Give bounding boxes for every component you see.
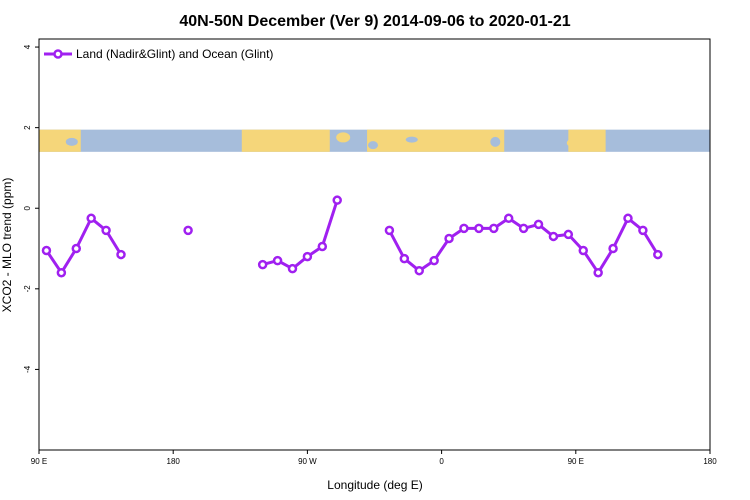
data-point bbox=[444, 233, 454, 244]
map-detail bbox=[368, 141, 379, 150]
map-land bbox=[568, 129, 606, 152]
legend-label: Land (Nadir&Glint) and Ocean (Glint) bbox=[76, 47, 273, 61]
data-point bbox=[86, 213, 96, 224]
y-axis-label: XCO2 - MLO trend (ppm) bbox=[0, 178, 14, 313]
series-layer bbox=[41, 195, 663, 278]
y-axis: 4 2 0 -2 -4 bbox=[23, 44, 39, 373]
map-detail bbox=[405, 136, 418, 143]
plot-frame bbox=[38, 38, 711, 451]
data-point bbox=[429, 255, 439, 266]
map-land bbox=[367, 129, 505, 152]
data-point bbox=[459, 223, 469, 234]
data-point bbox=[257, 259, 268, 270]
map-detail bbox=[566, 138, 579, 147]
x-tick-label: 90 E bbox=[568, 457, 584, 466]
data-point bbox=[332, 195, 342, 205]
data-point bbox=[653, 249, 663, 260]
data-point bbox=[272, 255, 283, 266]
data-point bbox=[317, 241, 328, 252]
x-tick-label: 90 E bbox=[31, 457, 47, 466]
data-point bbox=[638, 225, 648, 236]
data-point bbox=[489, 223, 499, 234]
x-tick-label: 0 bbox=[439, 457, 444, 466]
data-point bbox=[578, 245, 589, 256]
map-detail bbox=[490, 136, 501, 147]
y-tick-label: 2 bbox=[23, 125, 32, 130]
data-point bbox=[71, 243, 82, 254]
y-tick-label: 4 bbox=[23, 44, 32, 49]
x-tick-label: 180 bbox=[167, 457, 181, 466]
data-point bbox=[518, 223, 529, 234]
data-point bbox=[503, 213, 514, 224]
data-point bbox=[474, 223, 484, 234]
y-tick-label: -2 bbox=[23, 285, 32, 293]
x-tick-label: 90 W bbox=[298, 457, 317, 466]
y-tick-label: 0 bbox=[23, 205, 32, 210]
data-point bbox=[414, 265, 424, 276]
data-point bbox=[533, 219, 544, 230]
legend-marker bbox=[53, 49, 63, 59]
map-detail bbox=[336, 132, 351, 143]
data-point bbox=[563, 229, 574, 240]
x-axis: 90 E 180 90 W 0 90 E 180 bbox=[31, 450, 717, 466]
data-point bbox=[623, 213, 633, 224]
data-point bbox=[384, 225, 395, 236]
data-point bbox=[183, 225, 193, 236]
data-point bbox=[101, 225, 111, 236]
map-strip bbox=[39, 129, 710, 152]
map-land bbox=[39, 129, 81, 152]
data-point bbox=[56, 267, 67, 278]
chart-title: 40N-50N December (Ver 9) 2014-09-06 to 2… bbox=[179, 13, 570, 30]
data-point bbox=[41, 245, 52, 256]
map-land bbox=[241, 129, 330, 152]
x-tick-label: 180 bbox=[703, 457, 717, 466]
x-axis-label: Longitude (deg E) bbox=[327, 478, 422, 492]
data-point bbox=[548, 231, 559, 242]
data-point bbox=[608, 243, 618, 254]
legend: Land (Nadir&Glint) and Ocean (Glint) bbox=[44, 47, 273, 61]
data-point bbox=[302, 251, 313, 262]
plot-border bbox=[38, 38, 711, 451]
data-point bbox=[287, 263, 298, 274]
data-point bbox=[399, 253, 410, 264]
map-detail bbox=[65, 137, 78, 146]
series-line bbox=[45, 216, 123, 275]
data-point bbox=[593, 267, 603, 278]
y-tick-label: -4 bbox=[23, 365, 32, 373]
data-point bbox=[116, 249, 126, 260]
